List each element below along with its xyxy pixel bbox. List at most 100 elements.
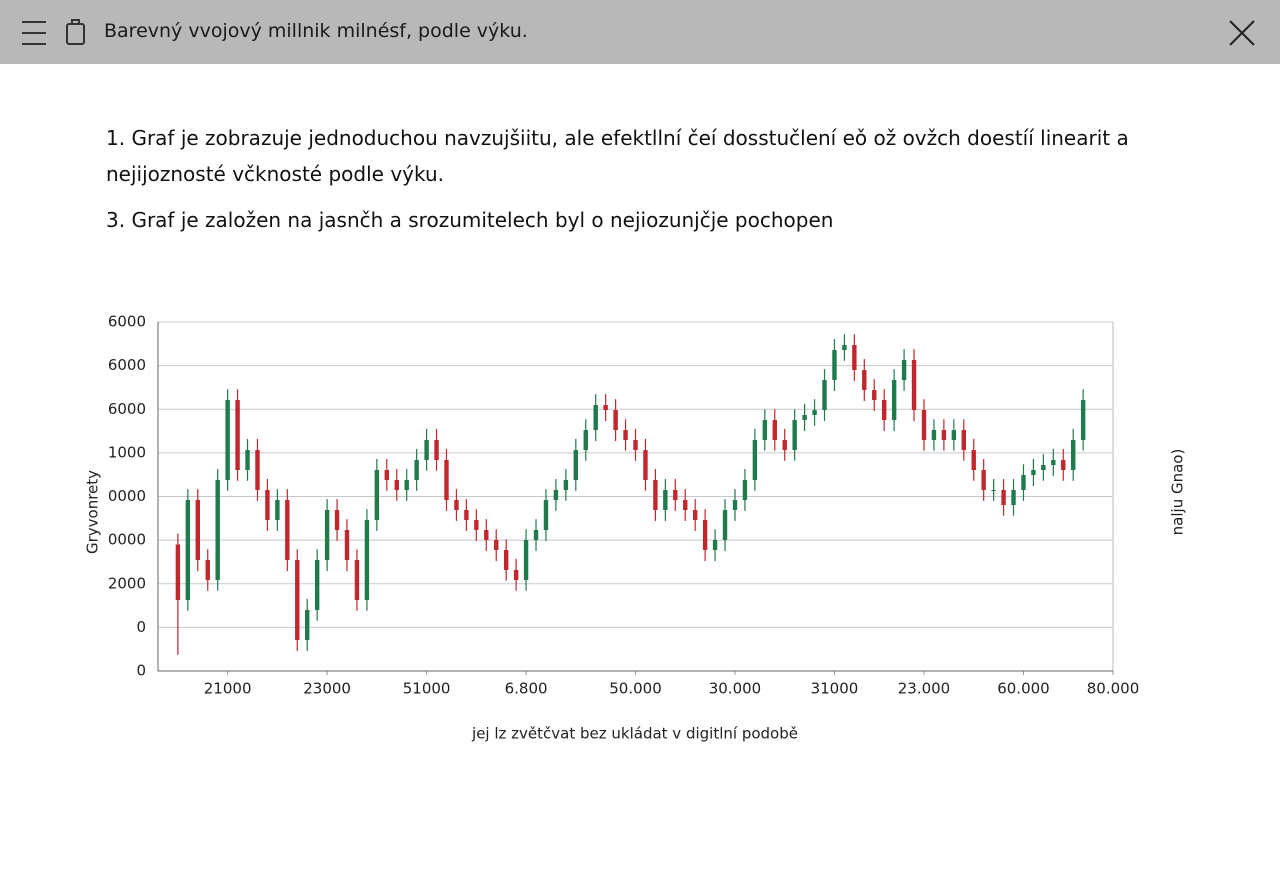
x-tick-label: 51000	[403, 680, 451, 698]
candle-body	[862, 370, 867, 391]
candle-body	[523, 539, 529, 580]
candle-body	[215, 480, 220, 580]
candle-body	[981, 470, 986, 490]
candle-body	[702, 520, 708, 551]
x-tick-label: 23.000	[898, 680, 951, 698]
candle-body	[901, 360, 907, 381]
candle-body	[911, 360, 917, 411]
candle-body	[712, 539, 718, 551]
x-tick-label: 6.800	[505, 680, 548, 698]
candle-body	[593, 405, 598, 431]
y-tick-label: 0	[136, 618, 146, 636]
candle-body	[921, 410, 927, 441]
x-tick-label: 21000	[204, 680, 252, 698]
candle-body	[434, 440, 439, 461]
candle-body	[414, 460, 419, 481]
candle-body	[583, 430, 588, 451]
candle-body	[673, 489, 678, 501]
candle-body	[265, 489, 270, 521]
candle-body	[663, 489, 668, 511]
candle-body	[1080, 400, 1086, 441]
candle-body	[692, 510, 698, 521]
candle-body	[225, 400, 230, 481]
candle-body	[742, 480, 748, 501]
candle-body	[344, 530, 350, 561]
clipboard-icon[interactable]	[66, 19, 85, 45]
y-tick-label: 1000	[108, 443, 146, 461]
y-tick-label: 0000	[108, 487, 146, 505]
candle-body	[772, 420, 777, 441]
candle-body	[573, 450, 579, 481]
candle-body	[275, 500, 280, 521]
candle-body	[842, 345, 847, 351]
y-tick-label: 6000	[108, 313, 146, 331]
paragraph: 3. Graf je založen na jasnčh a srozumite…	[106, 208, 834, 232]
candle-body	[245, 450, 250, 471]
candle-body	[633, 440, 638, 451]
candle-body	[822, 380, 827, 411]
candle-body	[1021, 475, 1026, 490]
candle-body	[951, 430, 957, 441]
candle-body	[752, 440, 758, 481]
candle-body	[971, 450, 976, 471]
x-axis-label: jej lz zvětčvat bez ukládat v digitlní p…	[471, 725, 798, 743]
candle-body	[185, 500, 191, 601]
candle-body	[354, 560, 360, 601]
candle-body	[563, 480, 569, 490]
candle-body	[1061, 460, 1066, 471]
candle-body	[623, 430, 628, 441]
x-tick-label: 31000	[811, 680, 859, 698]
candle-body	[334, 510, 340, 531]
close-button[interactable]	[1229, 20, 1255, 46]
candle-body	[374, 470, 380, 521]
candle-body	[1071, 440, 1076, 471]
candle-body	[424, 440, 429, 461]
candle-body	[643, 450, 648, 481]
candle-body	[494, 539, 499, 551]
candle-body	[722, 510, 728, 540]
candle-body	[792, 420, 797, 451]
candle-body	[324, 510, 330, 561]
x-tick-label: 50.000	[609, 680, 662, 698]
candle-body	[881, 400, 887, 421]
candle-body	[255, 450, 260, 490]
candle-body	[653, 480, 658, 511]
paragraph: 1. Graf je zobrazuje jednoduchou navzujš…	[106, 126, 1129, 186]
top-bar: Barevný vvojový millnik milnésf, podle v…	[0, 0, 1280, 64]
menu-button[interactable]	[22, 21, 46, 45]
candle-body	[872, 390, 877, 401]
candle-body	[941, 430, 947, 441]
y-tick-label: 6000	[108, 400, 146, 418]
x-tick-label: 80.000	[1087, 680, 1140, 698]
y-axis-label: Gryvonrety	[84, 470, 102, 554]
candle-body	[603, 405, 608, 411]
candle-body	[295, 560, 300, 640]
candle-body	[314, 560, 320, 611]
candle-body	[285, 500, 290, 561]
candle-body	[891, 380, 897, 421]
candle-body	[464, 510, 469, 521]
y-tick-label: 6000	[108, 356, 146, 374]
candle-body	[305, 610, 310, 640]
candle-body	[762, 420, 768, 441]
x-tick-label: 60.000	[997, 680, 1050, 698]
window-title: Barevný vvojový millnik milnésf, podle v…	[104, 20, 528, 42]
candle-body	[484, 530, 489, 540]
candle-body	[553, 489, 559, 501]
candle-body	[1001, 489, 1006, 506]
candle-body	[384, 470, 390, 481]
x-tick-label: 30.000	[709, 680, 762, 698]
candle-body	[852, 345, 857, 371]
candle-body	[832, 350, 837, 381]
candle-body	[454, 500, 459, 511]
candle-body	[1031, 470, 1036, 476]
candle-body	[1051, 460, 1056, 466]
candle-body	[533, 530, 539, 540]
candle-body	[195, 500, 200, 561]
candle-body	[474, 520, 479, 531]
candle-body	[812, 410, 817, 416]
y-tick-label: 2000	[108, 574, 146, 592]
candle-body	[364, 520, 370, 601]
